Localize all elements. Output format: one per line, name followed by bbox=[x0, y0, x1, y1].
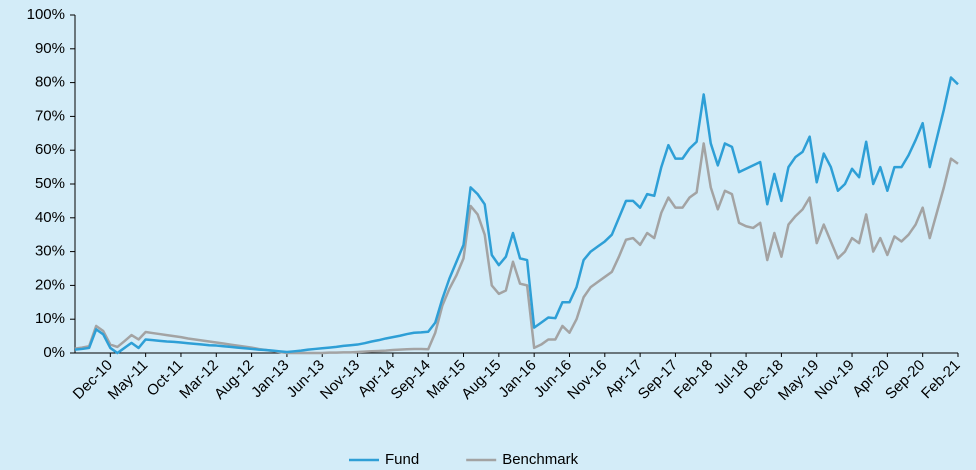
y-tick-label: 100% bbox=[27, 6, 65, 23]
legend-label: Fund bbox=[385, 451, 419, 468]
y-tick-label: 40% bbox=[35, 209, 65, 226]
x-tick-label: Aug-12 bbox=[211, 357, 257, 403]
y-tick-label: 50% bbox=[35, 175, 65, 192]
x-tick-label: Sep-17 bbox=[635, 357, 681, 403]
series-line bbox=[74, 142, 959, 355]
series-line bbox=[74, 76, 959, 355]
x-tick-label: Feb-18 bbox=[671, 357, 717, 403]
y-tick-label: 30% bbox=[35, 243, 65, 260]
y-tick-label: 10% bbox=[35, 310, 65, 327]
x-tick-label: Nov-16 bbox=[564, 357, 610, 403]
x-tick-label: Jan-13 bbox=[248, 357, 292, 401]
x-tick-label: Sep-14 bbox=[388, 357, 434, 403]
x-tick-label: Sep-20 bbox=[882, 357, 928, 403]
y-tick-label: 60% bbox=[35, 141, 65, 158]
x-tick-label: Feb-21 bbox=[918, 357, 964, 403]
x-tick-label: Nov-19 bbox=[811, 357, 857, 403]
y-tick-label: 80% bbox=[35, 74, 65, 91]
x-tick-label: Nov-13 bbox=[317, 357, 363, 403]
x-tick-label: Aug-15 bbox=[458, 357, 504, 403]
y-tick-label: 20% bbox=[35, 276, 65, 293]
y-tick-label: 0% bbox=[43, 344, 65, 361]
legend-label: Benchmark bbox=[502, 451, 578, 468]
y-tick-label: 70% bbox=[35, 107, 65, 124]
x-tick-label: Jan-16 bbox=[495, 357, 539, 401]
y-tick-label: 90% bbox=[35, 40, 65, 57]
x-tick-label: May-11 bbox=[105, 357, 152, 404]
